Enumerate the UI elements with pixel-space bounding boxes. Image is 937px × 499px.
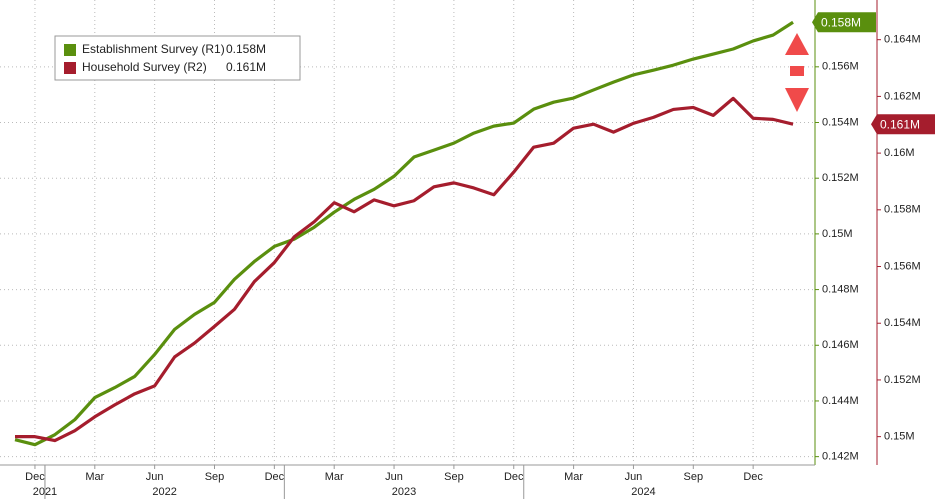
x-tick-label: Sep [444,471,464,483]
y-tick-label: 0.148M [822,283,859,295]
x-tick-label: Jun [625,471,643,483]
arrow-up [785,33,809,55]
x-tick-label: Sep [684,471,704,483]
y2-tick-label: 0.152M [884,374,921,386]
legend-value: 0.161M [226,60,266,74]
end-label-box [812,12,876,33]
y-tick-label: 0.146M [822,339,859,351]
year-label: 2024 [631,486,655,498]
y-tick-label: 0.156M [822,61,859,73]
legend-label: Household Survey (R2) [82,60,207,74]
x-tick-label: Dec [265,471,285,483]
legend-swatch [64,62,76,74]
y-tick-label: 0.154M [822,116,859,128]
end-label-box [871,114,935,135]
end-label: 0.158M [821,15,861,29]
legend-value: 0.158M [226,42,266,56]
x-tick-label: Dec [25,471,45,483]
x-tick-label: Dec [743,471,763,483]
year-label: 2022 [152,486,176,498]
y2-tick-label: 0.16M [884,147,915,159]
y-tick-label: 0.144M [822,395,859,407]
x-tick-label: Mar [564,471,583,483]
y2-tick-label: 0.154M [884,317,921,329]
y2-tick-label: 0.158M [884,204,921,216]
legend-box [54,35,301,81]
arrow-down [785,88,809,112]
y-tick-label: 0.15M [822,228,853,240]
x-tick-label: Sep [205,471,225,483]
y2-tick-label: 0.15M [884,431,915,443]
x-tick-label: Jun [146,471,164,483]
series-line [14,20,794,447]
legend: Establishment Survey (R1) 0.158M Household… [54,35,301,81]
x-tick-label: Mar [85,471,104,483]
legend-label: Establishment Survey (R1) [82,42,225,56]
series-line [15,96,794,443]
x-tick-label: Dec [504,471,524,483]
y-tick-label: 0.152M [822,172,859,184]
y2-tick-label: 0.156M [884,260,921,272]
legend-swatch [64,44,76,56]
end-label: 0.161M [880,117,920,131]
x-tick-label: Mar [325,471,344,483]
y2-tick-label: 0.162M [884,90,921,102]
y2-tick-label: 0.164M [884,34,921,46]
x-tick-label: Jun [385,471,403,483]
year-label: 2023 [392,486,416,498]
arrow-mid [790,66,804,76]
y-tick-label: 0.142M [822,451,859,463]
